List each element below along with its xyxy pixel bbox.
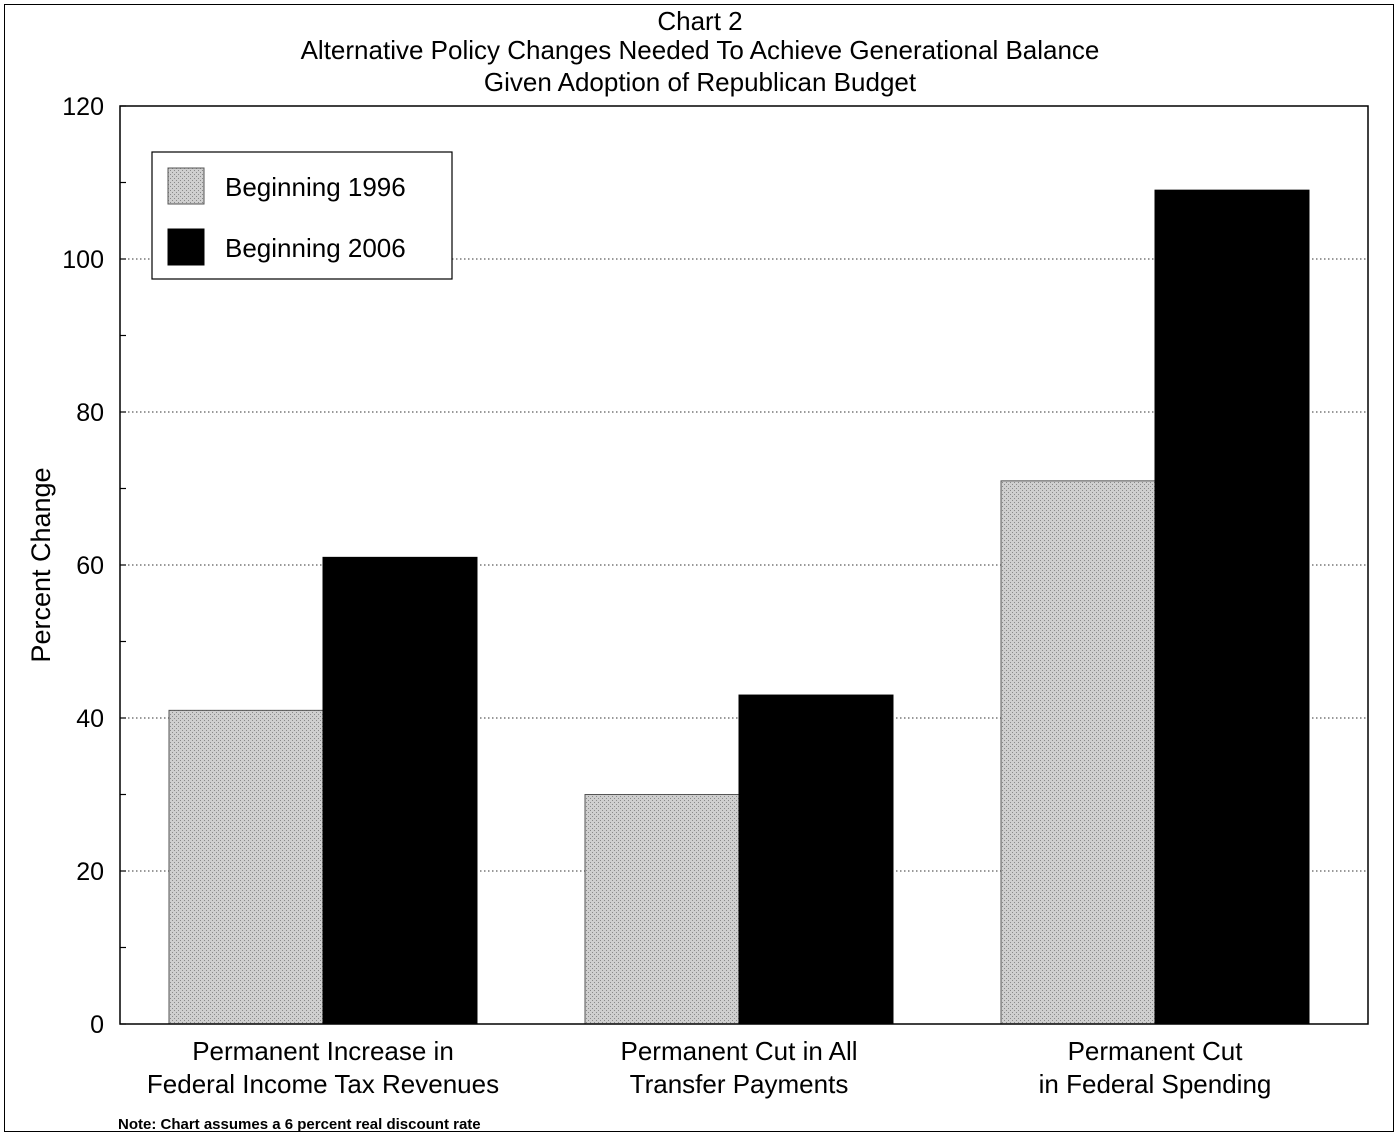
chart-title: Chart 2: [657, 6, 743, 36]
category-label-1-line-0: Permanent Cut in All: [620, 1036, 857, 1066]
category-label-2-line-0: Permanent Cut: [1068, 1036, 1244, 1066]
chart-subtitle-1: Alternative Policy Changes Needed To Ach…: [300, 35, 1100, 65]
legend-swatch-1996: [167, 167, 205, 205]
legend-swatch-2006: [167, 228, 205, 266]
legend-label-2006: Beginning 2006: [225, 233, 406, 263]
chart-frame: [4, 4, 1394, 1132]
category-label-2-line-1: in Federal Spending: [1039, 1069, 1272, 1099]
category-label-0-line-1: Federal Income Tax Revenues: [147, 1069, 499, 1099]
chart-note: Note: Chart assumes a 6 percent real dis…: [118, 1116, 481, 1133]
bar-1996-cat-2: [1000, 480, 1156, 1025]
category-label-1-line-1: Transfer Payments: [630, 1069, 849, 1099]
bar-1996-cat-0: [168, 709, 324, 1025]
y-tick-label-20: 20: [76, 858, 104, 886]
legend-label-1996: Beginning 1996: [225, 172, 406, 202]
chart-subtitle-2: Given Adoption of Republican Budget: [483, 67, 917, 97]
y-axis-label: Percent Change: [26, 467, 56, 662]
category-label-0-line-0: Permanent Increase in: [192, 1036, 454, 1066]
bar-2006-cat-2: [1154, 189, 1310, 1025]
y-tick-label-60: 60: [76, 552, 104, 580]
y-tick-label-40: 40: [76, 705, 104, 733]
y-tick-label-120: 120: [62, 93, 104, 121]
bar-1996-cat-1: [584, 794, 740, 1025]
bar-2006-cat-0: [322, 556, 478, 1025]
y-tick-label-100: 100: [62, 246, 104, 274]
y-tick-label-80: 80: [76, 399, 104, 427]
y-tick-label-0: 0: [90, 1011, 104, 1039]
bar-2006-cat-1: [738, 694, 894, 1025]
